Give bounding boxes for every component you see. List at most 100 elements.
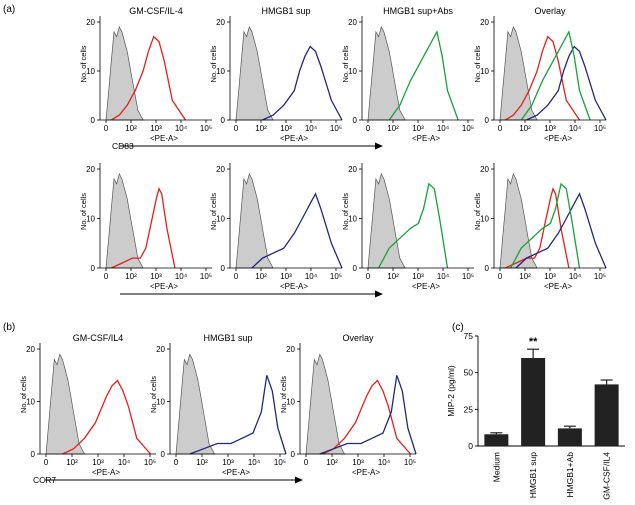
y-tick-label: 10	[348, 67, 357, 76]
histogram-line	[510, 182, 581, 269]
x-axis-label: <PE-A>	[222, 468, 250, 477]
histogram-line	[526, 45, 607, 121]
x-tick-label: 10³	[352, 458, 364, 467]
y-tick-label: 10	[156, 398, 165, 407]
x-tick-label: 10⁵	[594, 124, 606, 133]
control-histogram	[367, 25, 406, 121]
bar-y-tick-label: 25	[464, 404, 474, 414]
y-tick-label: 10	[480, 67, 489, 76]
x-tick-label: 10³	[280, 124, 292, 133]
histogram-title: HMGB1 sup+Abs	[383, 6, 453, 16]
histogram-line	[319, 375, 417, 455]
x-tick-label: 0	[498, 124, 503, 133]
control-histogram	[235, 172, 274, 269]
y-tick-label: 20	[26, 345, 35, 354]
x-tick-label: 10²	[66, 458, 78, 467]
histogram-title: GM-CSF/IL-4	[129, 6, 183, 16]
bar-category-label: HMGB1+Ab	[565, 452, 575, 498]
x-tick-label: 0	[234, 124, 239, 133]
y-tick-label: 10	[26, 398, 35, 407]
x-tick-label: 10⁴	[437, 124, 450, 133]
y-tick-label: 10	[216, 67, 225, 76]
x-tick-label: 10²	[387, 124, 399, 133]
x-tick-label: 10²	[387, 272, 399, 281]
y-tick-label: 20	[480, 18, 489, 27]
x-tick-label: 10³	[412, 124, 424, 133]
histogram-line	[505, 187, 570, 269]
panel-b-label: (b)	[3, 322, 15, 333]
y-tick-label: 20	[86, 165, 95, 174]
x-tick-label: 10³	[150, 272, 162, 281]
histogram-line	[110, 35, 187, 121]
x-tick-label: 10⁵	[462, 272, 474, 281]
control-histogram	[45, 353, 86, 455]
bar-y-tick-label: 0	[468, 441, 473, 451]
y-axis-label: No. of cells	[79, 45, 88, 82]
histogram-line	[378, 182, 449, 269]
marker-label: CCR7	[33, 475, 56, 485]
x-axis-label: <PE-A>	[544, 134, 572, 143]
y-axis-label: No. of cells	[19, 376, 28, 413]
histogram-title: Overlay	[534, 6, 566, 16]
histogram-line	[520, 29, 591, 121]
histogram-line	[504, 35, 581, 121]
y-axis-label: No. of cells	[341, 45, 350, 82]
histogram-title: GM-CSF/IL4	[73, 333, 124, 343]
x-tick-label: 10²	[196, 458, 208, 467]
x-axis-label: <PE-A>	[544, 282, 572, 291]
control-histogram	[105, 25, 144, 121]
histogram-line	[322, 379, 411, 455]
control-histogram	[105, 172, 144, 269]
bar	[594, 384, 619, 446]
y-tick-label: 10	[480, 215, 489, 224]
y-tick-label: 20	[216, 18, 225, 27]
control-histogram	[499, 25, 538, 121]
plots-layer: 0 10 20 0 10² 10³ 10⁴ 10⁵ <PE-A> No. of cells GM-C…	[19, 6, 625, 500]
x-tick-label: 10²	[519, 272, 531, 281]
y-tick-label: 10	[216, 215, 225, 224]
x-tick-label: 10⁴	[569, 124, 582, 133]
bar	[521, 358, 546, 446]
x-tick-label: 10⁴	[175, 272, 188, 281]
y-tick-label: 0	[291, 450, 296, 459]
histogram-line	[251, 192, 343, 269]
x-tick-label: 10³	[412, 272, 424, 281]
x-tick-label: 0	[174, 458, 179, 467]
x-tick-label: 10²	[255, 272, 267, 281]
x-tick-label: 0	[304, 458, 309, 467]
bar-category-label: GM-CSF/IL4	[602, 452, 612, 500]
x-axis-label: <PE-A>	[150, 282, 178, 291]
x-tick-label: 10³	[222, 458, 234, 467]
x-tick-label: 0	[366, 272, 371, 281]
y-tick-label: 0	[91, 264, 96, 273]
bar	[557, 428, 582, 446]
x-tick-label: 10⁴	[305, 124, 318, 133]
y-axis-label: No. of cells	[341, 193, 350, 230]
bar	[484, 434, 509, 446]
y-tick-label: 0	[31, 450, 36, 459]
x-tick-label: 10⁴	[378, 458, 391, 467]
x-tick-label: 10⁵	[144, 458, 156, 467]
x-tick-label: 10⁵	[200, 124, 212, 133]
x-tick-label: 10⁵	[462, 124, 474, 133]
histogram-title: HMGB1 sup	[203, 333, 252, 343]
x-tick-label: 10⁵	[330, 124, 342, 133]
y-tick-label: 0	[161, 450, 166, 459]
significance-marker: **	[529, 336, 538, 348]
x-tick-label: 10⁴	[437, 272, 450, 281]
x-tick-label: 10³	[544, 124, 556, 133]
marker-label: CD83	[112, 141, 134, 151]
histogram-line	[388, 29, 459, 121]
x-tick-label: 10⁵	[404, 458, 416, 467]
y-axis-label: No. of cells	[473, 193, 482, 230]
y-axis-label: No. of cells	[473, 45, 482, 82]
y-tick-label: 0	[485, 264, 490, 273]
y-tick-label: 0	[221, 116, 226, 125]
y-tick-label: 10	[86, 67, 95, 76]
x-tick-label: 10⁵	[200, 272, 212, 281]
x-tick-label: 0	[44, 458, 49, 467]
x-axis-label: <PE-A>	[412, 282, 440, 291]
x-tick-label: 10³	[280, 272, 292, 281]
bar-y-tick-label: 50	[464, 368, 474, 378]
x-tick-label: 10⁴	[118, 458, 131, 467]
